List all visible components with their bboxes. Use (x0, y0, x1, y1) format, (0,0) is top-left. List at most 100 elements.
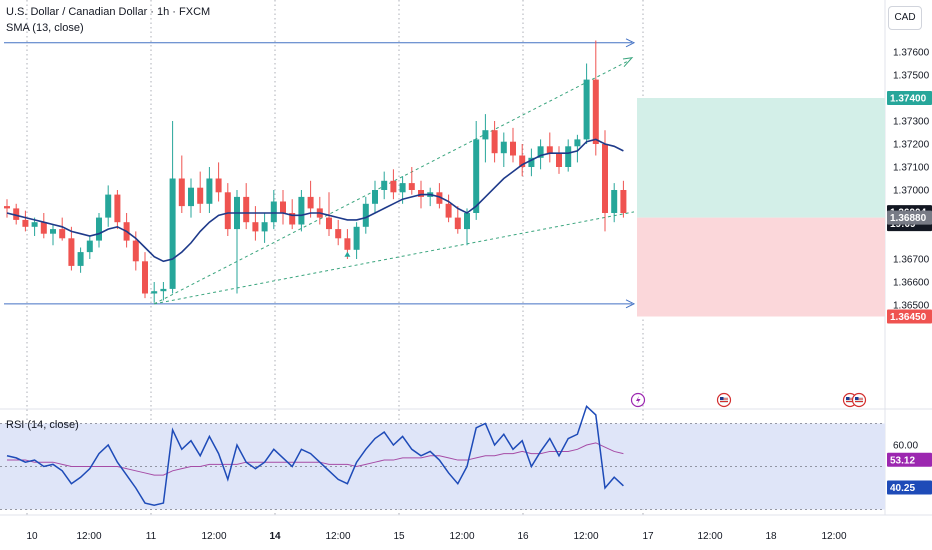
candle-body (22, 219, 29, 227)
time-tick-label: 18 (765, 531, 777, 542)
price-tick-label: 1.36600 (893, 278, 930, 289)
flag-canton-icon (855, 397, 859, 400)
time-tick-label: 12:00 (201, 531, 226, 542)
upper-wedge-arrowhead (622, 57, 634, 67)
candle-body (151, 291, 158, 294)
candle-body (556, 153, 562, 167)
candle-body (464, 213, 470, 230)
candle-body (77, 252, 84, 266)
candle-body (436, 192, 443, 204)
rsi-line (6, 404, 624, 506)
candle-body (353, 226, 360, 250)
candle-body (408, 183, 415, 190)
candle-body (390, 180, 397, 193)
price-tick-label: 1.37200 (893, 140, 930, 151)
upper-wedge-dashed-line[interactable] (153, 59, 631, 305)
candle-body (372, 190, 378, 204)
candle-body (546, 146, 553, 154)
price-tags: 1.374001.3690419:091.368801.3645053.1240… (887, 91, 932, 495)
candle-body (620, 190, 627, 213)
candle-body (611, 190, 618, 213)
candle-body (169, 178, 176, 289)
candle-body (142, 261, 148, 294)
price-tag (887, 452, 932, 467)
price-tick-label: 1.37500 (893, 71, 930, 82)
candle-body (335, 229, 342, 239)
candle-body (519, 155, 526, 167)
candle-body (592, 79, 599, 144)
candle-body (399, 183, 406, 193)
symbol-title: U.S. Dollar / Canadian Dollar · 1h · FXC… (6, 6, 211, 18)
candle-body (243, 196, 250, 223)
candle-body (31, 222, 38, 227)
price-tag-label: 1.36880 (890, 213, 927, 224)
candle-body (114, 194, 121, 223)
rsi-band (0, 423, 885, 510)
flag-stripes-icon (846, 397, 854, 403)
rsi-tick-label: 60.00 (893, 441, 918, 452)
candle-body (86, 240, 93, 253)
candle-body (500, 141, 507, 154)
price-tag (887, 210, 932, 225)
event-markers[interactable] (630, 392, 867, 408)
candle-body (224, 192, 231, 230)
price-tag-label: 53.12 (890, 455, 915, 466)
price-tag-label: 1.37400 (890, 94, 927, 105)
flag-canton-icon (720, 397, 724, 400)
candle-body (96, 217, 102, 241)
time-tick-label: 16 (517, 531, 529, 542)
flag-stripes-icon (855, 397, 863, 403)
candle-body (307, 196, 314, 209)
signal-triangle-icon (344, 251, 351, 257)
candle-body (491, 130, 498, 154)
price-axis[interactable]: 1.36500 1.36600 1.36700 1.37000 1.37100 1.372… (893, 48, 930, 452)
time-tick-label: 12:00 (821, 531, 846, 542)
rsi-indicator-label[interactable]: RSI (14, close) (6, 419, 79, 431)
time-tick-label: 11 (146, 531, 157, 542)
time-axis[interactable]: 10 12:00 11 12:00 14 12:00 15 12:00 16 12:00 17 12:… (26, 531, 847, 542)
candle-body (418, 190, 424, 197)
candle-body (105, 194, 112, 218)
candle-body (344, 238, 351, 250)
candle-body (454, 217, 461, 230)
candle-body (445, 203, 452, 218)
price-tick-label: 1.36700 (893, 255, 930, 266)
candle-body (215, 178, 222, 193)
position-zones (637, 98, 885, 317)
candle-body (537, 146, 544, 158)
candle-body (583, 79, 590, 140)
candle-body (68, 238, 75, 266)
time-tick-label: 10 (26, 531, 38, 542)
price-tick-label: 1.37600 (893, 48, 930, 59)
price-tick-label: 1.37000 (893, 186, 930, 197)
candle-body (528, 157, 535, 167)
candle-body (473, 139, 480, 213)
time-tick-label: 15 (393, 531, 405, 542)
candle-body (280, 201, 286, 213)
sma-indicator-label[interactable]: SMA (13, close) (6, 22, 84, 34)
currency-button[interactable]: CAD (888, 6, 922, 30)
price-tag (887, 480, 932, 495)
candle-body (602, 144, 608, 213)
candle-body (197, 187, 204, 204)
candle-body (252, 222, 259, 232)
candle-body (4, 206, 10, 209)
candle-body (289, 213, 296, 225)
candle-body (13, 208, 20, 220)
candle-body (574, 139, 581, 147)
candle-body (261, 222, 268, 232)
candle-body (50, 229, 56, 234)
lightning-bolt-icon (636, 396, 641, 405)
trendlines[interactable] (4, 38, 636, 309)
price-tick-label: 1.37100 (893, 163, 930, 174)
candle-body (482, 130, 489, 140)
sma-13-polyline (6, 138, 624, 263)
time-tick-label: 12:00 (449, 531, 474, 542)
profit-zone[interactable] (637, 98, 885, 218)
candle-body (381, 180, 388, 190)
loss-zone[interactable] (637, 217, 885, 317)
candle-body (188, 187, 194, 207)
flag-stripes-icon (720, 397, 728, 403)
flag-canton-icon (846, 397, 850, 400)
